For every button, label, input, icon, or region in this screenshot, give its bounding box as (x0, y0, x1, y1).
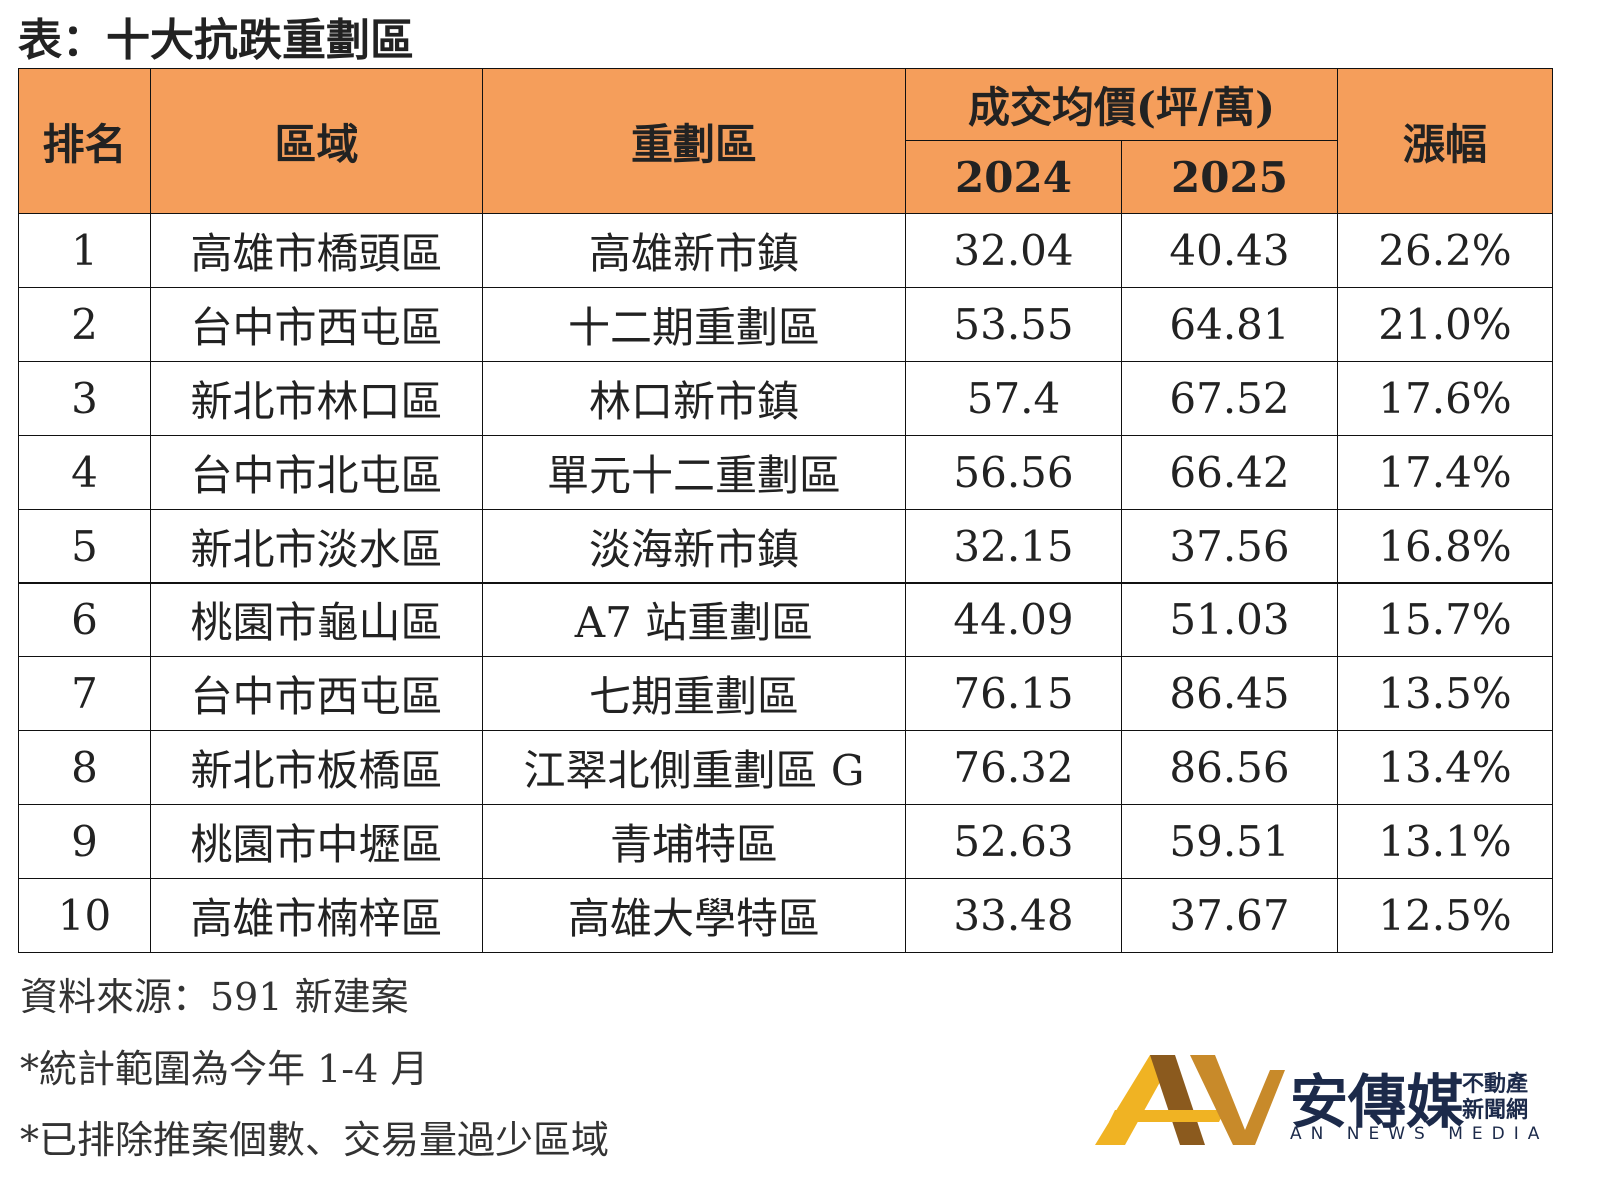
table-cell: 59.51 (1121, 804, 1338, 880)
title: 表：十大抗跌重劃區 (18, 15, 414, 66)
table-cell: 4 (18, 434, 151, 510)
table-cell: 33.48 (905, 878, 1122, 953)
table-cell: 5 (18, 508, 151, 584)
table-cell: 林口新市鎮 (482, 360, 906, 436)
table-cell: 13.4% (1337, 730, 1553, 806)
table-cell: 高雄市楠梓區 (150, 878, 483, 953)
table-cell: 新北市淡水區 (150, 508, 483, 584)
table-cell: 12.5% (1337, 878, 1553, 953)
table-cell: 高雄新市鎮 (482, 213, 906, 288)
table-cell: 17.6% (1337, 360, 1553, 436)
table-cell: 21.0% (1337, 286, 1553, 362)
table-cell: 76.15 (905, 656, 1122, 732)
table-cell: 桃園市中壢區 (150, 804, 483, 880)
table-cell: 3 (18, 360, 151, 436)
logo-english: AN NEWS MEDIA (1290, 1124, 1549, 1144)
table-cell: 40.43 (1121, 213, 1338, 288)
table-cell: 51.03 (1121, 582, 1338, 658)
logo-tag: 不動產 (1462, 1072, 1529, 1097)
table-cell: 新北市林口區 (150, 360, 483, 436)
table-cell: 16.8% (1337, 508, 1553, 584)
table-cell: 台中市北屯區 (150, 434, 483, 510)
table-cell: 9 (18, 804, 151, 880)
table-cell: 高雄大學特區 (482, 878, 906, 953)
header-cell: 漲幅 (1337, 68, 1553, 214)
header-cell: 重劃區 (482, 68, 906, 214)
table-cell: 64.81 (1121, 286, 1338, 362)
table-cell: 44.09 (905, 582, 1122, 658)
table-cell: 七期重劃區 (482, 656, 906, 732)
table-cell: 青埔特區 (482, 804, 906, 880)
table-cell: 52.63 (905, 804, 1122, 880)
table-cell: 桃園市龜山區 (150, 582, 483, 658)
table-cell: 37.67 (1121, 878, 1338, 953)
table-cell: 86.45 (1121, 656, 1338, 732)
note: *已排除推案個數、交易量過少區域 (20, 1118, 610, 1162)
table-cell: 37.56 (1121, 508, 1338, 584)
table-cell: A7 站重劃區 (482, 582, 906, 658)
header-cell: 區域 (150, 68, 483, 214)
table-cell: 8 (18, 730, 151, 806)
table-cell: 10 (18, 878, 151, 953)
note: 資料來源：591 新建案 (20, 975, 409, 1019)
table-cell: 高雄市橋頭區 (150, 213, 483, 288)
table-cell: 7 (18, 656, 151, 732)
table-cell: 57.4 (905, 360, 1122, 436)
header-cell: 成交均價(坪/萬) (905, 68, 1338, 141)
table-cell: 台中市西屯區 (150, 656, 483, 732)
note: *統計範圍為今年 1-4 月 (20, 1047, 429, 1091)
table-cell: 32.15 (905, 508, 1122, 584)
logo-tag: 新聞網 (1462, 1098, 1529, 1123)
table-cell: 15.7% (1337, 582, 1553, 658)
table-cell: 2 (18, 286, 151, 362)
table-cell: 53.55 (905, 286, 1122, 362)
table-cell: 13.1% (1337, 804, 1553, 880)
table-cell: 十二期重劃區 (482, 286, 906, 362)
table-cell: 32.04 (905, 213, 1122, 288)
table-cell: 26.2% (1337, 213, 1553, 288)
logo-mark (1095, 1055, 1285, 1145)
table-cell: 13.5% (1337, 656, 1553, 732)
header-cell: 2025 (1121, 140, 1338, 214)
table-cell: 86.56 (1121, 730, 1338, 806)
logo-name: 安傳媒 (1290, 1068, 1465, 1136)
table-cell: 江翠北側重劃區 G (482, 730, 906, 806)
table-cell: 單元十二重劃區 (482, 434, 906, 510)
table-cell: 56.56 (905, 434, 1122, 510)
table-cell: 新北市板橋區 (150, 730, 483, 806)
table-cell: 1 (18, 213, 151, 288)
table-cell: 6 (18, 582, 151, 658)
table-cell: 66.42 (1121, 434, 1338, 510)
table-cell: 76.32 (905, 730, 1122, 806)
header-cell: 2024 (905, 140, 1122, 214)
table-cell: 台中市西屯區 (150, 286, 483, 362)
table-cell: 17.4% (1337, 434, 1553, 510)
table-cell: 淡海新市鎮 (482, 508, 906, 584)
header-cell: 排名 (18, 68, 151, 214)
table-cell: 67.52 (1121, 360, 1338, 436)
